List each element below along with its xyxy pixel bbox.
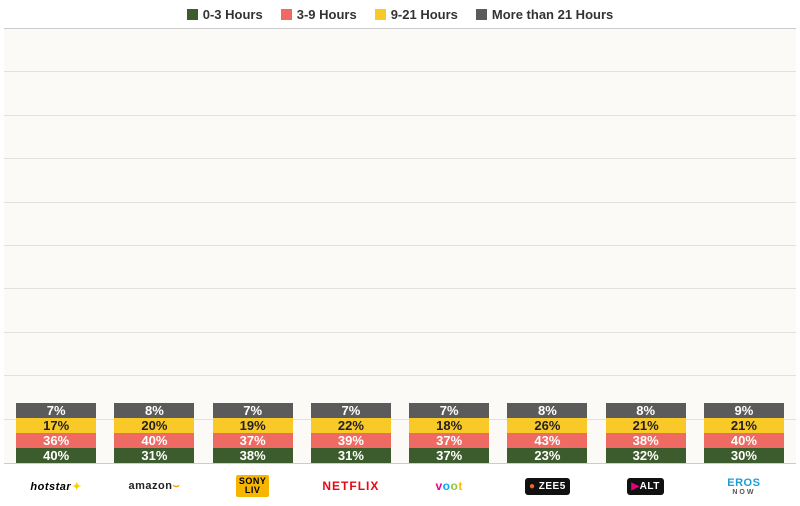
bar-segment-label: 40%	[141, 433, 167, 448]
bar-segment: 39%	[311, 433, 391, 448]
xlabel-alt: ▶ALT	[606, 472, 686, 500]
bar-zee5: 8%26%43%23%	[507, 403, 587, 463]
bar-segment-label: 36%	[43, 433, 69, 448]
bar-segment-label: 7%	[440, 403, 459, 418]
bar-segment: 17%	[16, 418, 96, 433]
bar-segment-label: 38%	[240, 448, 266, 463]
bar-netflix: 7%22%39%31%	[311, 403, 391, 463]
xlabel-zee5: ● ZEE5	[507, 472, 587, 500]
xlabel-voot: voot	[409, 472, 489, 500]
legend-swatch	[187, 9, 198, 20]
bar-sonyliv: 7%19%37%38%	[213, 403, 293, 463]
bar-segment: 37%	[409, 448, 489, 463]
bars-container: 7%17%36%40%8%20%40%31%7%19%37%38%7%22%39…	[16, 29, 784, 463]
legend-label: 3-9 Hours	[297, 7, 357, 22]
legend: 0-3 Hours 3-9 Hours 9-21 Hours More than 21…	[0, 0, 800, 28]
bar-segment-label: 38%	[633, 433, 659, 448]
bar-segment: 22%	[311, 418, 391, 433]
bar-segment: 40%	[704, 433, 784, 448]
bar-segment-label: 8%	[636, 403, 655, 418]
legend-swatch	[281, 9, 292, 20]
bar-segment-label: 31%	[141, 448, 167, 463]
bar-segment: 21%	[704, 418, 784, 433]
legend-swatch	[476, 9, 487, 20]
bar-segment-label: 40%	[731, 433, 757, 448]
legend-swatch	[375, 9, 386, 20]
xlabel-hotstar: hotstar	[16, 472, 96, 500]
bar-voot: 7%18%37%37%	[409, 403, 489, 463]
bar-segment: 40%	[16, 448, 96, 463]
bar-segment: 30%	[704, 448, 784, 463]
bar-segment: 8%	[114, 403, 194, 418]
plot-area: 7%17%36%40%8%20%40%31%7%19%37%38%7%22%39…	[4, 28, 796, 464]
bar-segment: 21%	[606, 418, 686, 433]
bar-segment-label: 9%	[734, 403, 753, 418]
bar-segment: 43%	[507, 433, 587, 448]
bar-segment: 7%	[409, 403, 489, 418]
bar-segment: 31%	[114, 448, 194, 463]
bar-segment: 32%	[606, 448, 686, 463]
xlabel-amazon: amazon⌣	[114, 472, 194, 500]
bar-segment: 9%	[704, 403, 784, 418]
bar-segment: 8%	[606, 403, 686, 418]
bar-segment-label: 8%	[145, 403, 164, 418]
bar-segment-label: 26%	[534, 418, 560, 433]
bar-segment-label: 18%	[436, 418, 462, 433]
bar-segment-label: 21%	[731, 418, 757, 433]
bar-segment: 38%	[213, 448, 293, 463]
bar-segment-label: 20%	[141, 418, 167, 433]
bar-segment-label: 30%	[731, 448, 757, 463]
bar-segment-label: 7%	[341, 403, 360, 418]
bar-segment-label: 43%	[534, 433, 560, 448]
bar-segment-label: 31%	[338, 448, 364, 463]
bar-segment: 18%	[409, 418, 489, 433]
bar-eros: 9%21%40%30%	[704, 403, 784, 463]
legend-label: 0-3 Hours	[203, 7, 263, 22]
bar-amazon: 8%20%40%31%	[114, 403, 194, 463]
bar-segment-label: 7%	[47, 403, 66, 418]
bar-segment-label: 37%	[436, 448, 462, 463]
xlabel-netflix: NETFLIX	[311, 472, 391, 500]
bar-segment-label: 7%	[243, 403, 262, 418]
bar-segment-label: 23%	[534, 448, 560, 463]
bar-segment-label: 19%	[240, 418, 266, 433]
legend-label: More than 21 Hours	[492, 7, 613, 22]
bar-segment: 7%	[213, 403, 293, 418]
bar-segment-label: 37%	[436, 433, 462, 448]
bar-segment: 19%	[213, 418, 293, 433]
bar-segment-label: 39%	[338, 433, 364, 448]
legend-item: More than 21 Hours	[476, 7, 613, 22]
bar-segment: 26%	[507, 418, 587, 433]
x-axis: hotstar amazon⌣ SONYLIV NETFLIX voot ● ZEE5 ▶A…	[4, 464, 796, 506]
legend-item: 9-21 Hours	[375, 7, 458, 22]
bar-segment-label: 8%	[538, 403, 557, 418]
bar-segment-label: 17%	[43, 418, 69, 433]
legend-label: 9-21 Hours	[391, 7, 458, 22]
bar-segment: 23%	[507, 448, 587, 463]
bar-segment: 7%	[311, 403, 391, 418]
bar-segment: 8%	[507, 403, 587, 418]
bar-segment: 20%	[114, 418, 194, 433]
bar-segment: 38%	[606, 433, 686, 448]
bar-segment: 37%	[213, 433, 293, 448]
bar-segment: 40%	[114, 433, 194, 448]
bar-segment: 36%	[16, 433, 96, 448]
legend-item: 3-9 Hours	[281, 7, 357, 22]
bar-segment-label: 32%	[633, 448, 659, 463]
xlabel-eros: EROSNOW	[704, 472, 784, 500]
bar-alt: 8%21%38%32%	[606, 403, 686, 463]
legend-item: 0-3 Hours	[187, 7, 263, 22]
bar-segment: 31%	[311, 448, 391, 463]
xlabel-sonyliv: SONYLIV	[213, 472, 293, 500]
bar-hotstar: 7%17%36%40%	[16, 403, 96, 463]
bar-segment: 37%	[409, 433, 489, 448]
bar-segment: 7%	[16, 403, 96, 418]
bar-segment-label: 37%	[240, 433, 266, 448]
bar-segment-label: 21%	[633, 418, 659, 433]
bar-segment-label: 22%	[338, 418, 364, 433]
bar-segment-label: 40%	[43, 448, 69, 463]
